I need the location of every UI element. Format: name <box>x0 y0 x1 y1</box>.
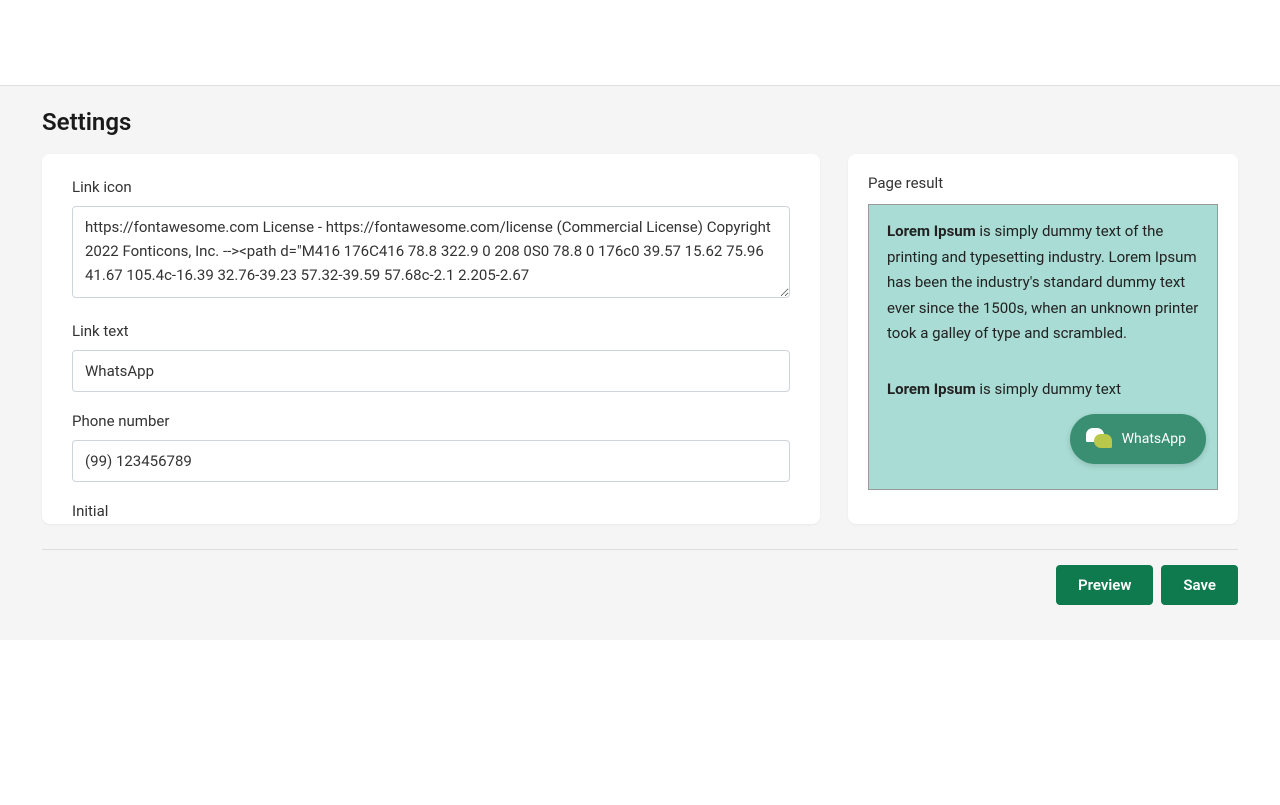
link-text-label: Link text <box>72 322 790 340</box>
phone-number-label: Phone number <box>72 412 790 430</box>
content-row: Link icon https://fontawesome.com Licens… <box>0 136 1280 524</box>
whatsapp-floating-button[interactable]: WhatsApp <box>1070 414 1206 464</box>
preview-card: Page result Lorem Ipsum is simply dummy … <box>848 154 1238 524</box>
lorem-text-2: is simply dummy text <box>976 380 1121 398</box>
preview-label: Page result <box>868 174 1218 192</box>
link-icon-label: Link icon <box>72 178 790 196</box>
settings-form-card[interactable]: Link icon https://fontawesome.com Licens… <box>42 154 820 524</box>
field-initial: Initial <box>72 502 790 520</box>
settings-page: Settings Link icon https://fontawesome.c… <box>0 85 1280 640</box>
page-title: Settings <box>0 86 1280 136</box>
field-link-icon: Link icon https://fontawesome.com Licens… <box>72 178 790 302</box>
save-button[interactable]: Save <box>1161 565 1238 605</box>
field-phone-number: Phone number <box>72 412 790 482</box>
lorem-bold-1: Lorem Ipsum <box>887 222 976 240</box>
phone-number-input[interactable] <box>72 440 790 482</box>
chat-bubbles-icon <box>1086 428 1112 450</box>
lorem-text-1: is simply dummy text of the printing and… <box>887 222 1198 342</box>
field-link-text: Link text <box>72 322 790 392</box>
preview-button[interactable]: Preview <box>1056 565 1153 605</box>
link-text-input[interactable] <box>72 350 790 392</box>
lorem-bold-2: Lorem Ipsum <box>887 380 976 398</box>
footer-actions: Preview Save <box>1056 565 1238 605</box>
whatsapp-pill-label: WhatsApp <box>1122 431 1186 447</box>
preview-content: Lorem Ipsum is simply dummy text of the … <box>887 219 1199 402</box>
divider <box>42 549 1238 550</box>
initial-label: Initial <box>72 502 790 520</box>
link-icon-textarea[interactable]: https://fontawesome.com License - https:… <box>72 206 790 298</box>
